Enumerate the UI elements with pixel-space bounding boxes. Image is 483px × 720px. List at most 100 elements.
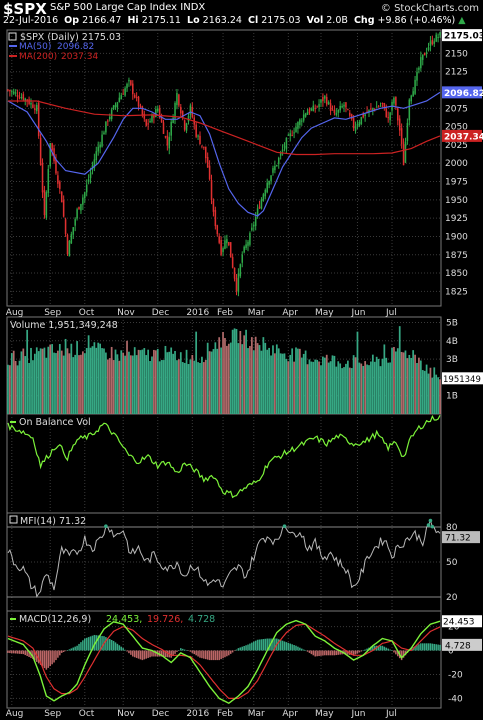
candle-down — [37, 103, 40, 137]
macd-hist-bar — [206, 650, 209, 660]
macd-hist-bar — [197, 650, 199, 657]
macd-hist-bar — [435, 644, 437, 651]
mfi-overbought-mark — [282, 524, 287, 528]
candle-up — [437, 36, 439, 38]
volume-bar — [435, 374, 438, 414]
candle-down — [39, 137, 42, 165]
candle-down — [362, 114, 364, 118]
macd-hist-tag-bg — [442, 638, 482, 651]
candle-down — [32, 104, 34, 108]
candle-down — [133, 95, 136, 98]
price-tick-label: 2025 — [445, 141, 468, 151]
macd-hist-bar — [162, 650, 165, 657]
candle-up — [285, 137, 288, 150]
macd-hist-bar — [41, 650, 44, 667]
volume-bar — [64, 338, 67, 414]
volume-bar — [312, 361, 315, 414]
candle-up — [410, 95, 413, 102]
volume-bar — [383, 344, 386, 414]
volume-bar — [120, 350, 123, 414]
macd-hist-bar — [191, 650, 194, 653]
candle-up — [103, 132, 105, 135]
macd-hist-bar — [418, 644, 420, 651]
macd-hist-bar — [252, 641, 255, 651]
candle-up — [312, 105, 315, 112]
macd-hist-bar — [101, 635, 103, 651]
volume-bar — [346, 360, 349, 414]
macd-hist-bar — [120, 646, 123, 651]
volume-bar — [250, 337, 253, 414]
volume-bar — [391, 347, 393, 414]
candle-down — [235, 278, 238, 292]
macd-hist-bar — [82, 640, 84, 651]
volume-bar — [395, 351, 397, 414]
candle-down — [62, 200, 65, 217]
macd-hist-bar — [220, 650, 222, 660]
candle-up — [293, 132, 295, 134]
macd-hist-bar — [97, 635, 99, 651]
volume-bar — [76, 341, 78, 414]
volume-bar — [427, 373, 430, 414]
candle-up — [239, 264, 242, 277]
candle-down — [145, 119, 147, 126]
candle-up — [260, 199, 263, 209]
candle-down — [130, 80, 132, 85]
macd-hist-bar — [262, 639, 265, 651]
volume-bar — [81, 351, 84, 414]
macd-hist-bar — [201, 650, 203, 659]
candle-up — [174, 102, 176, 119]
volume-bar — [43, 347, 46, 414]
mfi-tag-bg — [442, 531, 480, 544]
volume-bar — [156, 348, 159, 414]
volume-bar — [425, 364, 428, 414]
price-tick-label: 2125 — [445, 68, 468, 78]
volume-bar — [343, 367, 345, 414]
chart-header: $SPX S&P 500 Large Cap Index INDX © Stoc… — [0, 0, 483, 30]
legend-swatch-price — [8, 32, 17, 41]
candle-down — [153, 115, 155, 118]
volume-bar — [377, 358, 380, 414]
macd-hist-bar — [291, 644, 293, 651]
macd-hist-bar — [433, 643, 436, 651]
macd-hist-bar — [212, 650, 215, 661]
candle-up — [187, 115, 190, 122]
macd-hist-bar — [210, 650, 213, 661]
volume-bar — [275, 344, 278, 414]
macd-hist-bar — [116, 643, 119, 651]
volume-bar — [406, 358, 409, 414]
candle-up — [358, 121, 361, 126]
candle-up — [30, 102, 32, 105]
candle-up — [421, 54, 424, 60]
macd-hist-bar — [381, 645, 384, 651]
macd-hist-bar — [254, 640, 257, 651]
volume-bar — [260, 350, 263, 414]
candle-up — [356, 124, 359, 126]
macd-hist-bar — [285, 642, 288, 651]
ma200-line — [8, 100, 441, 156]
macd-hist-bar — [229, 650, 232, 654]
candle-down — [41, 163, 44, 193]
candle-up — [268, 181, 270, 185]
bottom-month-label: Mar — [248, 709, 265, 719]
month-label: Mar — [248, 308, 265, 318]
volume-bar — [239, 331, 242, 414]
macd-hist-bar — [185, 650, 188, 651]
macd-hist-bar — [84, 638, 86, 651]
brand-logo[interactable]: © StockCharts.com — [380, 3, 479, 14]
candle-up — [110, 109, 113, 119]
macd-hist-bar — [287, 642, 290, 651]
macd-hist-bar — [356, 650, 359, 654]
legend-swatch-mfi — [9, 515, 18, 524]
macd-hist-bar — [306, 650, 309, 652]
candle-up — [116, 102, 119, 108]
candle-up — [247, 241, 249, 246]
volume-bar — [216, 348, 219, 414]
mfi-overbought-mark — [430, 524, 435, 529]
month-label: Aug — [6, 308, 24, 318]
candle-up — [87, 179, 90, 182]
volume-bar — [16, 365, 19, 414]
macd-hist-bar — [395, 650, 397, 655]
macd-hist-bar — [124, 649, 126, 651]
index-name: S&P 500 Large Cap Index INDX — [50, 2, 206, 13]
